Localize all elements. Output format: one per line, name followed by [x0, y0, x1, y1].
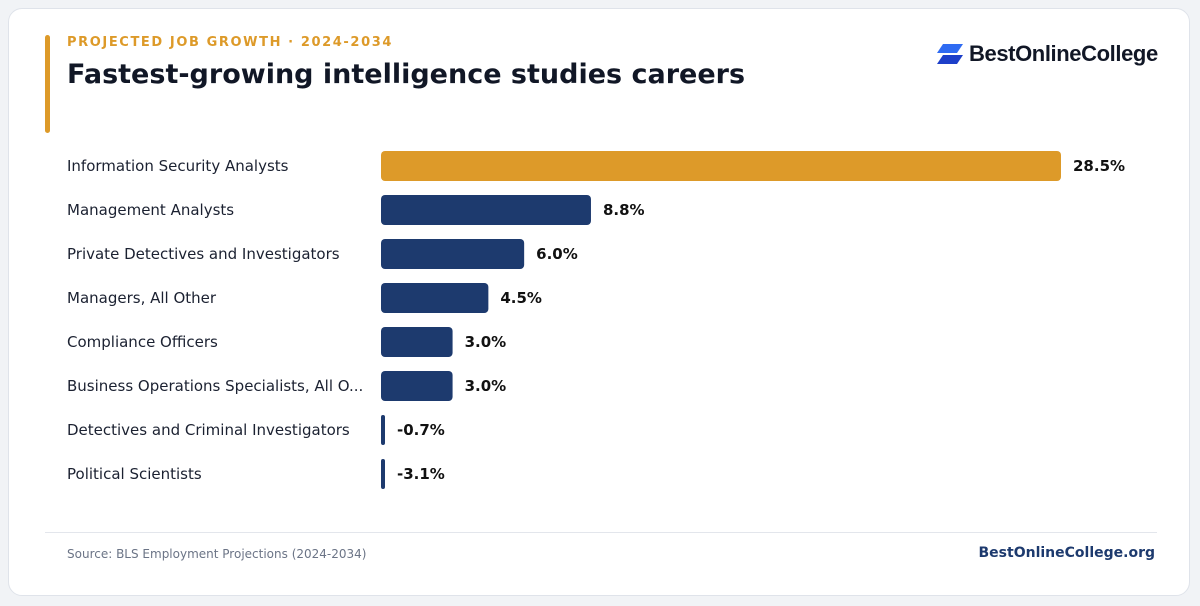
- bar: [381, 327, 453, 357]
- value-label: 3.0%: [465, 333, 507, 351]
- value-label: -3.1%: [397, 465, 445, 483]
- bar: [381, 371, 453, 401]
- category-label: Detectives and Criminal Investigators: [67, 421, 350, 439]
- bar: [381, 195, 591, 225]
- value-label: 8.8%: [603, 201, 645, 219]
- bar: [381, 239, 524, 269]
- footer-divider: [45, 532, 1157, 533]
- category-label: Private Detectives and Investigators: [67, 245, 340, 263]
- value-label: 4.5%: [500, 289, 542, 307]
- value-label: 28.5%: [1073, 157, 1125, 175]
- value-label: 6.0%: [536, 245, 578, 263]
- chart-card: PROJECTED JOB GROWTH · 2024-2034 Fastest…: [8, 8, 1190, 596]
- category-label: Managers, All Other: [67, 289, 217, 307]
- category-label: Compliance Officers: [67, 333, 218, 351]
- bar: [381, 283, 488, 313]
- value-label: 3.0%: [465, 377, 507, 395]
- bar-chart: Information Security Analysts 28.5% Manage…: [9, 9, 1191, 529]
- site-link[interactable]: BestOnlineCollege.org: [979, 545, 1155, 561]
- category-label: Political Scientists: [67, 465, 202, 483]
- bar: [381, 415, 385, 445]
- bar: [381, 151, 1061, 181]
- source-note: Source: BLS Employment Projections (2024…: [67, 547, 366, 561]
- category-label: Management Analysts: [67, 201, 234, 219]
- bar: [381, 459, 385, 489]
- category-label: Information Security Analysts: [67, 157, 289, 175]
- category-label: Business Operations Specialists, All O..…: [67, 377, 363, 395]
- value-label: -0.7%: [397, 421, 445, 439]
